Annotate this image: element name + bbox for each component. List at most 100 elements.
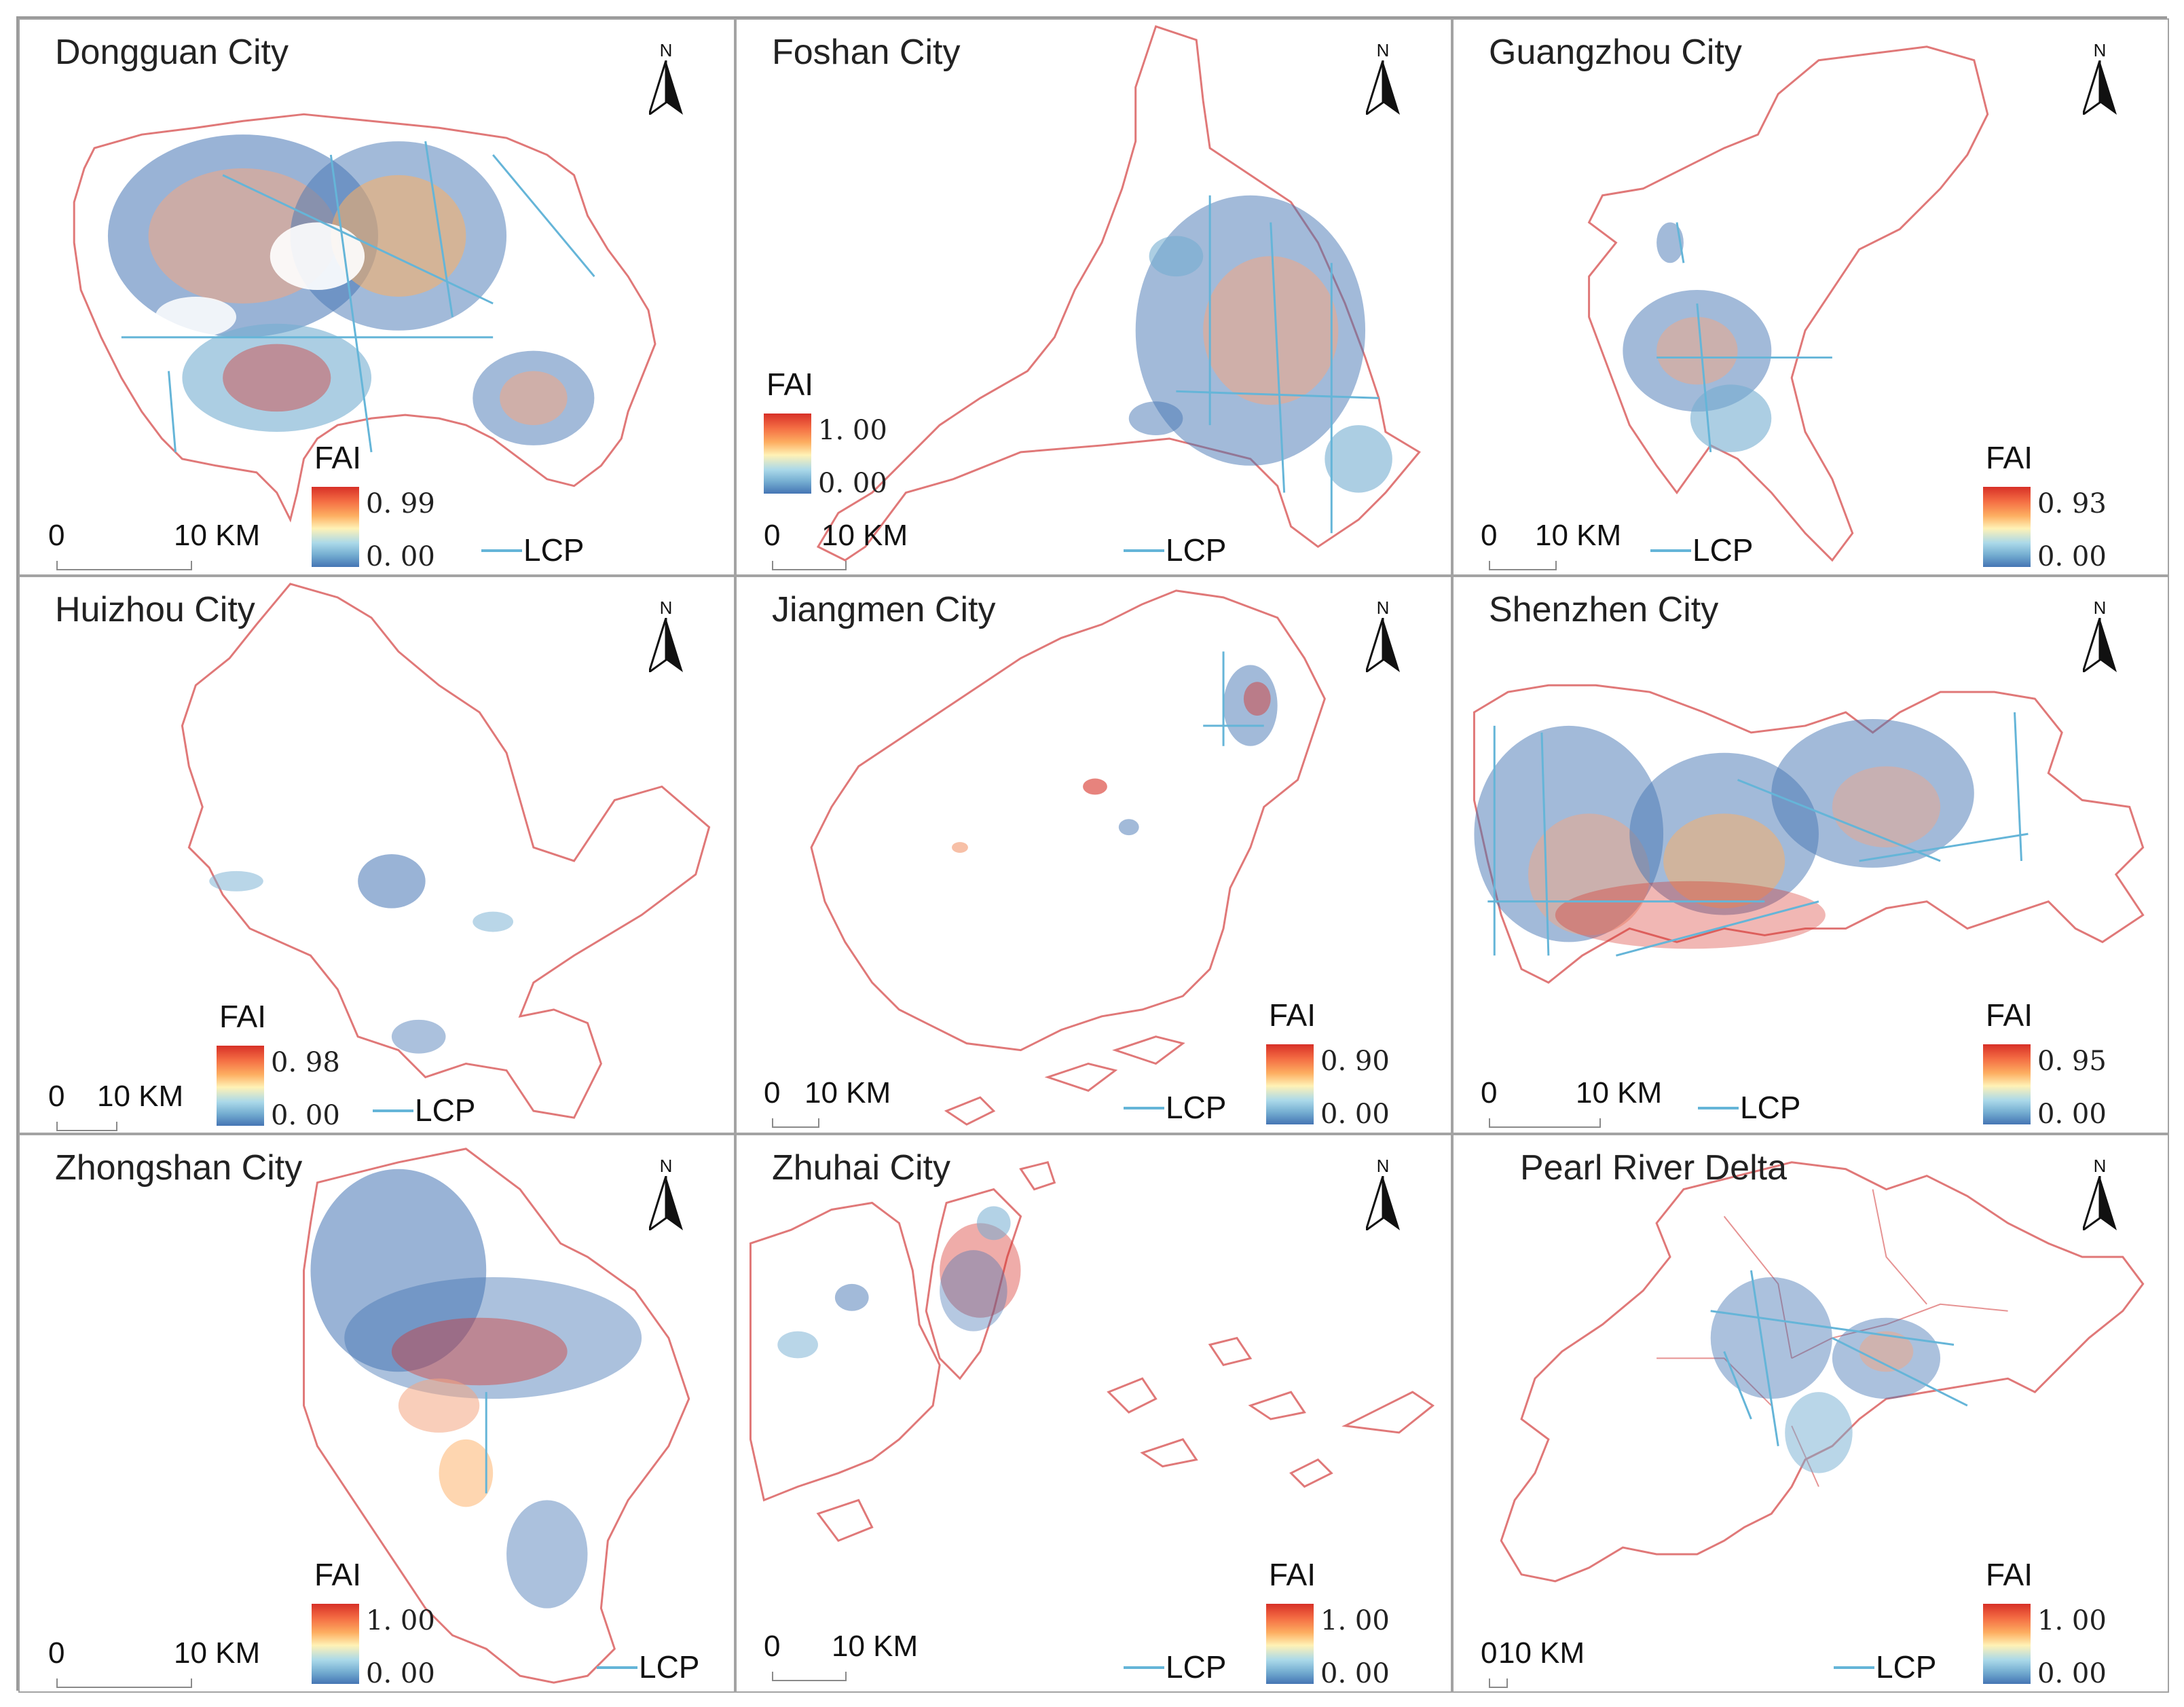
fai-cluster-layer	[952, 665, 1278, 854]
lcp-label: LCP	[1692, 532, 1754, 568]
fai-color-ramp	[764, 414, 811, 494]
north-arrow-icon	[1366, 1176, 1400, 1230]
fai-cluster-layer	[107, 134, 595, 445]
panel-title: Zhuhai City	[772, 1148, 950, 1188]
fai-legend: FAI 0. 95 0. 00	[1983, 997, 2146, 1130]
lcp-swatch	[373, 1109, 413, 1112]
fai-cluster-layer	[1623, 222, 1772, 452]
fai-legend: FAI 0. 98 0. 00	[217, 998, 380, 1131]
lcp-label: LCP	[639, 1649, 700, 1685]
coastal-islands	[944, 1035, 1185, 1126]
scale-end: 10 KM	[1498, 1636, 1585, 1670]
scale-bar: 0 10 KM	[48, 519, 260, 573]
city-map	[303, 1148, 690, 1684]
scale-end: 10 KM	[1576, 1076, 1663, 1109]
fai-legend: FAI 1. 00 0. 00	[1983, 1556, 2146, 1689]
legend-max: 0. 90	[1320, 1046, 1390, 1077]
lcp-swatch	[1650, 549, 1691, 552]
north-label: N	[2093, 40, 2107, 60]
city-map	[1473, 684, 2145, 984]
fai-legend: FAI 0. 99 0. 00	[312, 439, 475, 572]
scale-bar: 0 10 KM	[764, 1630, 927, 1684]
north-arrow-icon	[649, 1176, 683, 1230]
legend-min: 0. 00	[2037, 1099, 2107, 1130]
legend-min: 0. 00	[2037, 1658, 2107, 1689]
scale-end: 10 KM	[804, 1076, 891, 1109]
lcp-paths	[1487, 712, 2029, 957]
lcp-label: LCP	[1740, 1090, 1801, 1125]
scale-line	[1489, 1118, 1601, 1128]
map-panel-shenzhen: Shenzhen City N FAI 0. 95 0. 00 0 10 KM …	[1452, 576, 2169, 1134]
panel-title: Dongguan City	[55, 33, 289, 72]
scale-line	[772, 1118, 819, 1128]
city-boundary	[749, 1201, 941, 1502]
fai-color-ramp	[1266, 1044, 1314, 1124]
legend-min: 0. 00	[1320, 1099, 1390, 1130]
scale-line	[772, 1672, 847, 1681]
city-boundary	[810, 589, 1326, 1052]
fai-cluster-layer	[209, 854, 514, 1054]
north-label: N	[1376, 598, 1390, 618]
fai-cluster-layer	[1710, 1277, 1941, 1473]
north-arrow: N	[646, 598, 686, 672]
north-arrow: N	[1363, 40, 1403, 115]
legend-title: FAI	[314, 440, 362, 475]
north-arrow-icon	[2083, 618, 2117, 672]
legend-max: 0. 99	[366, 488, 435, 519]
fai-color-ramp	[1983, 487, 2031, 567]
city-map	[816, 25, 1421, 562]
map-panel-zhuhai: Zhuhai City N FAI 1. 00 0. 00 0 10 KM LC…	[735, 1134, 1452, 1693]
north-arrow: N	[2079, 598, 2120, 672]
scale-end: 10 KM	[1535, 519, 1622, 552]
scale-line	[56, 561, 192, 570]
fai-color-ramp	[1266, 1604, 1314, 1684]
lcp-paths	[1203, 651, 1264, 746]
legend-max: 0. 95	[2037, 1046, 2107, 1077]
scale-end: 10 KM	[174, 1636, 261, 1670]
north-arrow-icon	[2083, 1176, 2117, 1230]
city-boundary	[1587, 45, 1989, 562]
legend-min: 0. 00	[1320, 1658, 1390, 1689]
scale-bar: 0 10 KM	[48, 1636, 260, 1691]
lcp-label: LCP	[1876, 1649, 1937, 1685]
panel-title: Jiangmen City	[772, 590, 996, 629]
lcp-swatch	[1834, 1666, 1874, 1669]
scale-bar: 0 10 KM	[1481, 519, 1644, 573]
map-panel-guangzhou: Guangzhou City N FAI 0. 93 0. 00 0 10 KM…	[1452, 18, 2169, 576]
fai-cluster-layer	[1474, 718, 1974, 949]
scale-end: 10 KM	[832, 1630, 919, 1663]
north-arrow-icon	[649, 618, 683, 672]
map-panel-zhongshan: Zhongshan City N FAI 1. 00 0. 00 0 10 KM…	[18, 1134, 735, 1693]
north-arrow: N	[1363, 598, 1403, 672]
map-panel-foshan: Foshan City N FAI 1. 00 0. 00 0 10 KM LC…	[735, 18, 1452, 576]
legend-max: 0. 98	[271, 1047, 340, 1078]
legend-title: FAI	[1986, 997, 2033, 1033]
city-map	[73, 113, 656, 523]
lcp-swatch	[481, 549, 522, 552]
legend-max: 1. 00	[366, 1605, 435, 1636]
fai-color-ramp	[217, 1046, 264, 1126]
legend-max: 1. 00	[1320, 1605, 1390, 1636]
scale-end: 10 KM	[174, 519, 261, 552]
panel-title: Guangzhou City	[1489, 33, 1742, 72]
city-boundary	[303, 1148, 690, 1684]
scale-line	[1489, 1678, 1508, 1688]
scale-line	[772, 561, 847, 570]
legend-title: FAI	[219, 999, 267, 1034]
lcp-paths	[1710, 1270, 1968, 1446]
scale-line	[56, 1122, 117, 1131]
lcp-swatch	[1124, 549, 1164, 552]
city-boundary	[181, 583, 711, 1119]
north-label: N	[2093, 598, 2107, 618]
north-label: N	[1376, 1156, 1390, 1176]
scale-end: 10 KM	[821, 519, 908, 552]
north-arrow-icon	[1366, 618, 1400, 672]
scale-start: 0	[48, 1636, 65, 1670]
legend-max: 0. 93	[2037, 488, 2107, 519]
scale-bar: 0 10 KM	[48, 1080, 211, 1133]
scale-start: 0	[764, 1076, 781, 1109]
fai-legend: FAI 1. 00 0. 00	[764, 366, 927, 499]
legend-max: 1. 00	[2037, 1605, 2107, 1636]
scale-bar: 0 10 KM	[1481, 1076, 1662, 1131]
lcp-paths	[121, 141, 595, 453]
